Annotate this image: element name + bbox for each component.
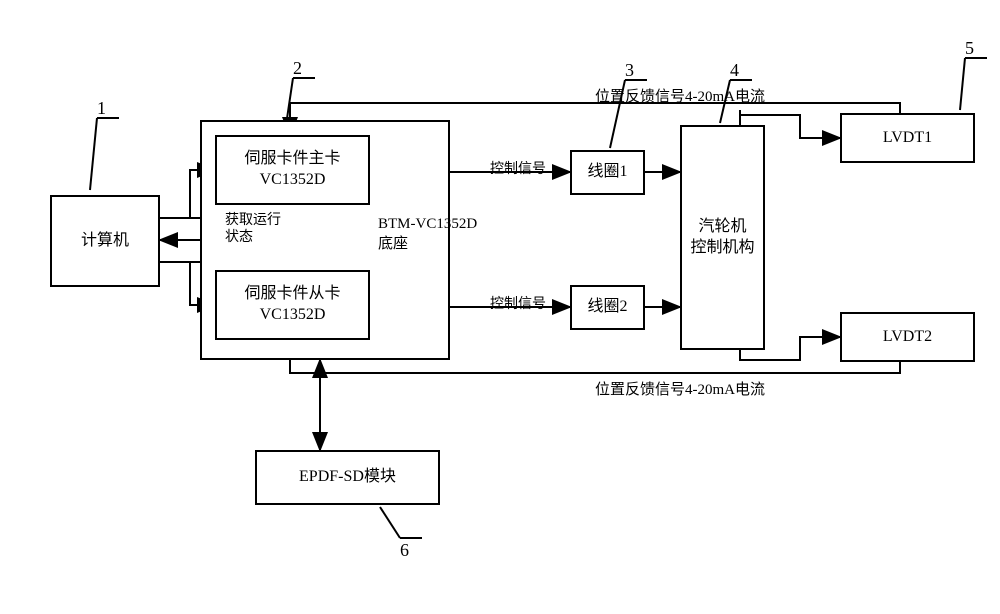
coil1-label: 线圈1 xyxy=(587,162,627,183)
feedback-signal-1-label: 位置反馈信号4-20mA电流 xyxy=(595,85,765,106)
status-label: 获取运行 状态 xyxy=(225,213,281,247)
epdf-box: EPDF-SD模块 xyxy=(255,450,440,505)
turbine-label: 汽轮机 控制机构 xyxy=(690,217,754,259)
callout-6: 6 xyxy=(400,540,409,561)
coil1-box: 线圈1 xyxy=(570,150,645,195)
computer-box: 计算机 xyxy=(50,195,160,287)
epdf-label: EPDF-SD模块 xyxy=(299,467,396,488)
slave-card-box: 伺服卡件从卡 VC1352D xyxy=(215,270,370,340)
coil2-box: 线圈2 xyxy=(570,285,645,330)
lvdt1-label: LVDT1 xyxy=(883,128,932,149)
feedback-signal-2-label: 位置反馈信号4-20mA电流 xyxy=(595,378,765,399)
callout-4: 4 xyxy=(730,60,739,81)
master-card-label: 伺服卡件主卡 VC1352D xyxy=(244,149,340,191)
base-label: BTM-VC1352D 底座 xyxy=(378,215,477,254)
computer-label: 计算机 xyxy=(81,231,129,252)
callout-5: 5 xyxy=(965,38,974,59)
callout-1: 1 xyxy=(97,98,106,119)
lvdt2-box: LVDT2 xyxy=(840,312,975,362)
diagram-canvas: 计算机 伺服卡件主卡 VC1352D 伺服卡件从卡 VC1352D 获取运行 状… xyxy=(0,0,1000,614)
lvdt2-label: LVDT2 xyxy=(883,327,932,348)
turbine-box: 汽轮机 控制机构 xyxy=(680,125,765,350)
coil2-label: 线圈2 xyxy=(587,297,627,318)
master-card-box: 伺服卡件主卡 VC1352D xyxy=(215,135,370,205)
slave-card-label: 伺服卡件从卡 VC1352D xyxy=(244,284,340,326)
control-signal-1-label: 控制信号 xyxy=(490,158,546,178)
callout-2: 2 xyxy=(293,58,302,79)
lvdt1-box: LVDT1 xyxy=(840,113,975,163)
callout-3: 3 xyxy=(625,60,634,81)
control-signal-2-label: 控制信号 xyxy=(490,293,546,313)
